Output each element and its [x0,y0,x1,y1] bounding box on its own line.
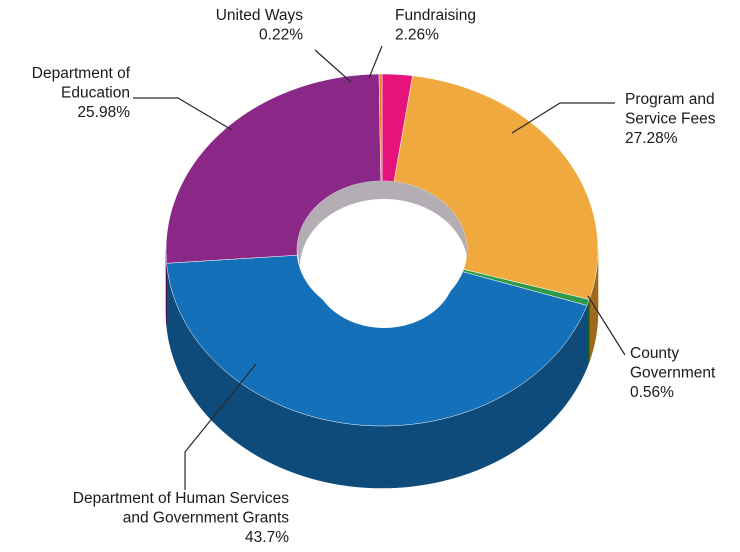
slice-value-label-2: 0.56% [630,384,674,401]
leader-line-1 [511,102,615,134]
slice-name-label-4: Department of [32,65,131,82]
donut-slices [165,73,599,427]
slice-labels: Fundraising 2.26% Program and Service Fees 2… [32,7,716,546]
slice-name-label-3: Department of Human Services [73,490,289,507]
slice-name-label-2: County [630,345,679,362]
slice-name-label-3: and Government Grants [123,510,290,527]
slice-side-2-0 [586,299,590,368]
leader-line-2 [587,295,626,356]
hole-opening [313,214,455,328]
leader-lines [133,45,626,490]
slice-name-label-4: Education [61,85,130,102]
slice-name-label-5: United Ways [216,7,304,24]
slice-name-label-1: Program and [625,91,715,108]
leader-line-0 [368,45,383,79]
slice-name-label-0: Fundraising [395,7,476,24]
slice-name-label-1: Service Fees [625,111,716,128]
leader-line-3 [184,363,257,490]
leader-line-4 [133,97,233,131]
slice-value-label-0: 2.26% [395,27,439,44]
donut-hole [297,181,468,328]
slice-5 [378,73,383,182]
slice-value-label-5: 0.22% [259,27,303,44]
slice-value-label-1: 27.28% [625,130,678,147]
leader-line-5 [314,49,352,83]
slice-value-label-4: 25.98% [77,104,130,121]
slice-name-label-2: Government [630,365,716,382]
hole-inner-wall [297,181,468,267]
slice-value-label-3: 43.7% [245,529,289,546]
